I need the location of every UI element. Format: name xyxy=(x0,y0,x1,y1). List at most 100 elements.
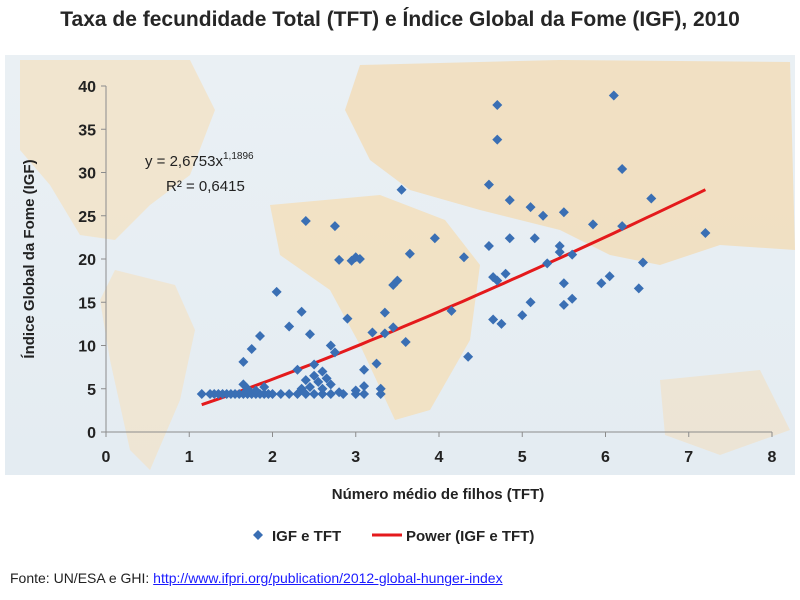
y-tick-label: 10 xyxy=(78,339,96,356)
map-north-america xyxy=(20,60,215,240)
data-point xyxy=(304,329,315,340)
data-point xyxy=(359,388,370,399)
data-point xyxy=(529,233,540,244)
data-point xyxy=(255,330,266,341)
data-point xyxy=(588,219,599,230)
data-point xyxy=(334,387,345,398)
data-point xyxy=(317,388,328,399)
y-tick-label: 15 xyxy=(78,295,96,312)
data-point xyxy=(334,254,345,265)
data-point xyxy=(321,373,332,384)
source-note: Fonte: UN/ESA e GHI: http://www.ifpri.or… xyxy=(10,570,503,586)
x-tick-label: 6 xyxy=(601,449,610,466)
data-point xyxy=(558,278,569,289)
x-tick-label: 7 xyxy=(684,449,693,466)
data-point xyxy=(359,364,370,375)
data-point xyxy=(525,202,536,213)
x-tick-label: 3 xyxy=(351,449,360,466)
data-point xyxy=(504,233,515,244)
x-tick-label: 2 xyxy=(268,449,277,466)
equation-prefix: y = 2,6753x xyxy=(145,153,223,170)
data-point xyxy=(309,359,320,370)
data-point xyxy=(375,383,386,394)
data-point xyxy=(379,328,390,339)
data-point xyxy=(400,337,411,348)
y-tick-label: 25 xyxy=(78,209,96,226)
legend-marker-igf xyxy=(253,530,263,540)
data-point xyxy=(313,376,324,387)
data-point xyxy=(500,268,511,279)
data-point xyxy=(617,164,628,175)
data-point xyxy=(359,381,370,392)
data-point xyxy=(596,278,607,289)
data-point xyxy=(525,297,536,308)
data-point xyxy=(404,248,415,259)
data-point xyxy=(396,184,407,195)
y-tick-label: 40 xyxy=(78,79,96,96)
data-point xyxy=(300,215,311,226)
data-point xyxy=(483,241,494,252)
legend: IGF e TFT Power (IGF e TFT) xyxy=(253,528,534,545)
data-point xyxy=(259,382,270,393)
equation-exponent: 1,1896 xyxy=(223,151,254,162)
data-point xyxy=(617,221,628,232)
data-point xyxy=(608,90,619,101)
data-point xyxy=(379,307,390,318)
data-point xyxy=(329,347,340,358)
scatter-points xyxy=(196,90,711,399)
source-label: Fonte: UN/ESA e GHI: xyxy=(10,570,154,586)
y-tick-label: 20 xyxy=(78,252,96,269)
data-point xyxy=(284,388,295,399)
axes: 0 5 10 15 20 25 30 35 40 0 1 2 3 4 5 6 7 8 xyxy=(78,79,776,466)
data-point xyxy=(271,286,282,297)
source-link[interactable]: http://www.ifpri.org/publication/2012-gl… xyxy=(153,570,503,586)
y-tick-label: 5 xyxy=(87,382,96,399)
data-point xyxy=(567,249,578,260)
x-tick-label: 0 xyxy=(102,449,111,466)
legend-label-power: Power (IGF e TFT) xyxy=(406,528,534,545)
legend-label-igf: IGF e TFT xyxy=(272,528,341,545)
data-point xyxy=(325,379,336,390)
x-axis-title: Número médio de filhos (TFT) xyxy=(332,486,545,503)
map-australia xyxy=(660,370,790,455)
y-axis-title: Índice Global da Fome (IGF) xyxy=(21,159,38,358)
data-point xyxy=(538,210,549,221)
data-point xyxy=(317,383,328,394)
data-point xyxy=(342,313,353,324)
data-point xyxy=(463,351,474,362)
y-tick-label: 0 xyxy=(87,425,96,442)
data-point xyxy=(446,305,457,316)
data-point xyxy=(542,258,553,269)
data-point xyxy=(496,318,507,329)
map-africa xyxy=(270,195,480,420)
data-point xyxy=(604,271,615,282)
data-point xyxy=(284,321,295,332)
map-south-america xyxy=(100,270,195,470)
data-point xyxy=(646,193,657,204)
data-point xyxy=(354,254,365,264)
data-point xyxy=(458,252,469,263)
data-point xyxy=(392,275,403,286)
data-point xyxy=(296,306,307,317)
data-point xyxy=(250,385,261,396)
data-point xyxy=(325,340,336,351)
y-tick-label: 35 xyxy=(78,122,96,139)
equation-label: y = 2,6753x1,1896 xyxy=(145,151,254,170)
data-point xyxy=(309,370,320,381)
data-point xyxy=(317,366,328,377)
data-point xyxy=(375,388,386,399)
data-point xyxy=(350,385,361,396)
data-point xyxy=(267,388,278,399)
y-tick-label: 30 xyxy=(78,166,96,183)
data-point xyxy=(558,207,569,218)
data-point xyxy=(492,275,503,286)
data-point xyxy=(304,382,315,393)
data-point xyxy=(633,283,644,294)
data-point xyxy=(483,179,494,190)
world-map-background xyxy=(5,55,795,475)
data-point xyxy=(492,100,503,111)
data-point xyxy=(488,314,499,325)
data-point xyxy=(238,356,249,367)
data-point xyxy=(504,195,515,206)
